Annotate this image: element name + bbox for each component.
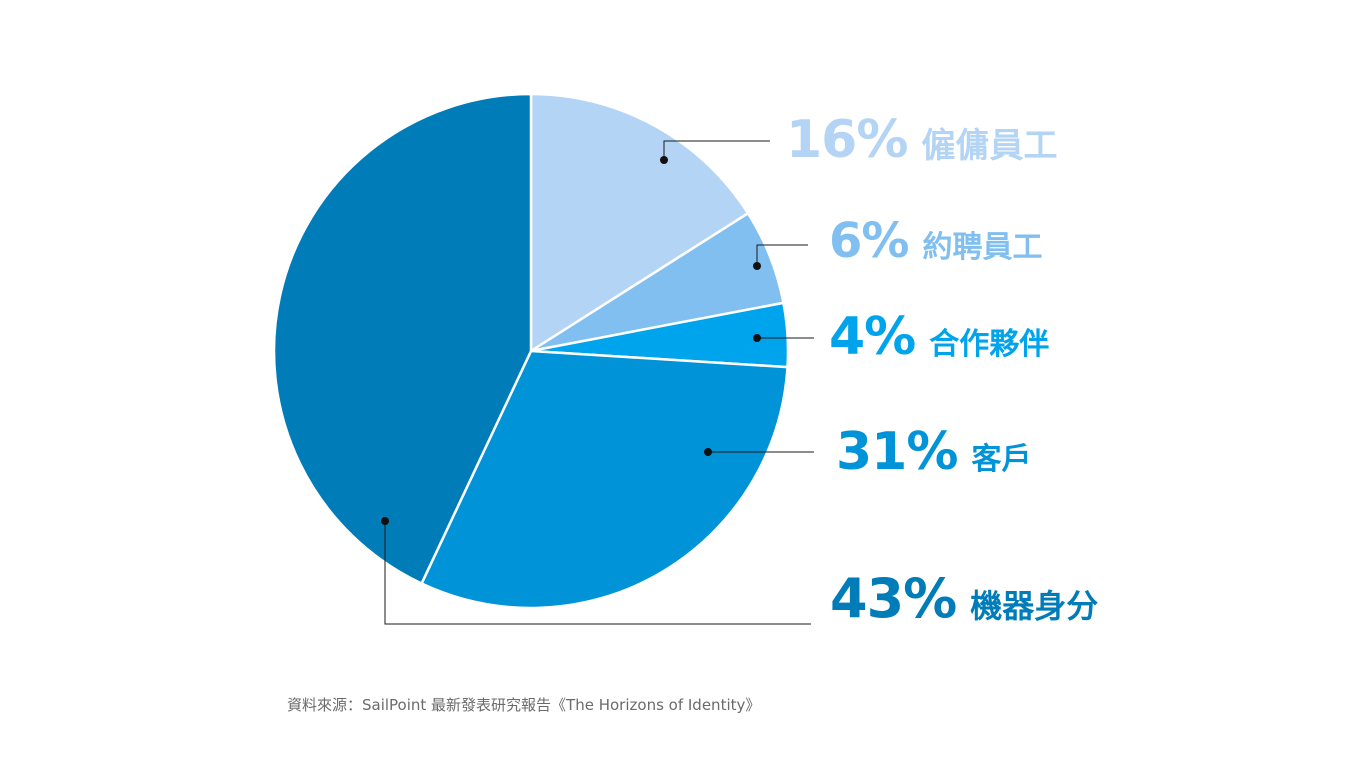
leader-line-1 xyxy=(663,140,770,160)
slice-value-label: 6% xyxy=(829,213,909,269)
leader-dot-3 xyxy=(753,334,761,342)
slice-label-3: 4% 合作夥伴 xyxy=(829,307,1049,367)
leader-dot-5 xyxy=(381,517,389,525)
slice-category-label: 僱傭員工 xyxy=(921,126,1057,166)
pie-slice-1 xyxy=(529,92,750,353)
slice-labels: 16% 僱傭員工 6% 約聘員工 4% 合作夥伴 31% 客戶 43% 機器身分 xyxy=(786,110,1098,630)
slice-category-label: 客戶 xyxy=(971,442,1031,477)
slice-category-label: 機器身分 xyxy=(970,587,1098,625)
leader-line-5 xyxy=(384,521,811,625)
source-note: 資料來源：SailPoint 最新發表研究報告《The Horizons of … xyxy=(287,696,761,714)
slice-label-1: 16% 僱傭員工 xyxy=(786,110,1057,170)
slice-value-label: 16% xyxy=(786,110,907,170)
leader-line-2 xyxy=(756,244,808,266)
leader-dot-1 xyxy=(660,156,668,164)
slice-label-2: 6% 約聘員工 xyxy=(829,213,1043,269)
slice-label-4: 31% 客戶 xyxy=(836,422,1031,482)
slice-value-label: 4% xyxy=(829,307,915,367)
pie-slice-5 xyxy=(272,92,533,585)
slice-value-label: 31% xyxy=(836,422,957,482)
leader-dot-2 xyxy=(753,262,761,270)
leader-lines xyxy=(381,140,814,625)
slice-category-label: 合作夥伴 xyxy=(929,327,1049,362)
slice-value-label: 43% xyxy=(830,567,956,630)
pie-slice-4 xyxy=(420,349,789,610)
pie-slices xyxy=(272,92,790,610)
leader-dot-4 xyxy=(704,448,712,456)
slice-category-label: 約聘員工 xyxy=(923,230,1043,265)
slice-label-5: 43% 機器身分 xyxy=(830,567,1098,630)
